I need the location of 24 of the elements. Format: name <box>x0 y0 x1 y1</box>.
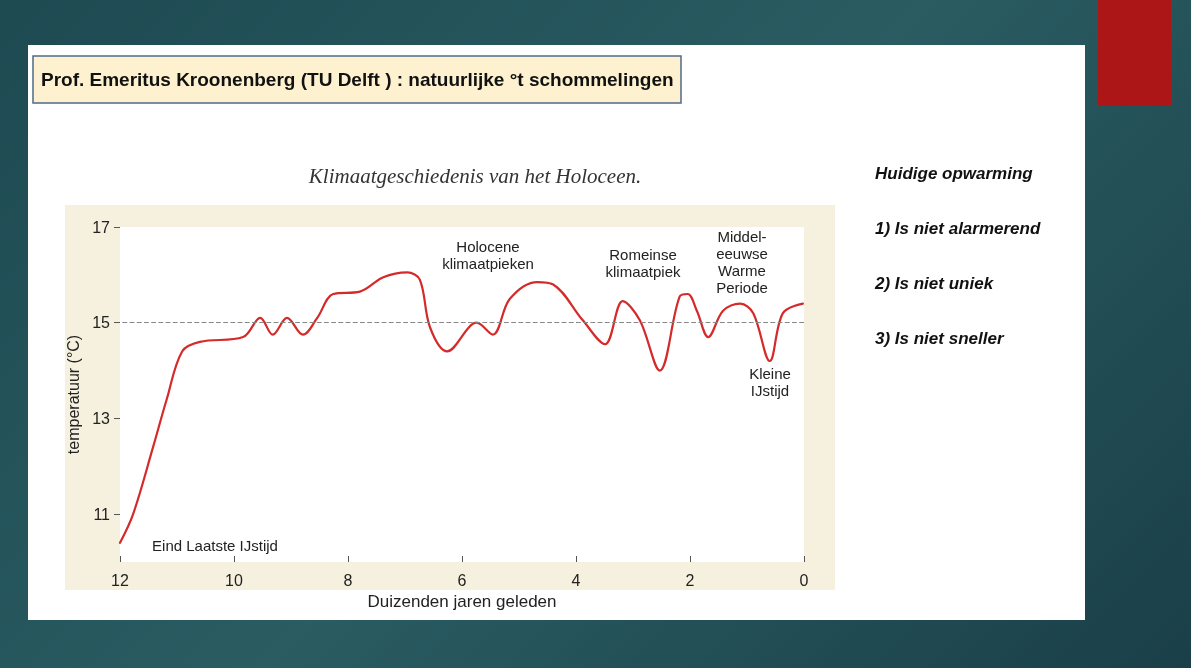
x-tick-label: 2 <box>685 571 695 589</box>
x-tick-label: 8 <box>343 571 353 589</box>
chart-title: Prof. Emeritus Kroonenberg (TU Delft ) : natuurlijke °t schommelingen <box>41 69 674 90</box>
y-tick-label: 17 <box>92 218 111 236</box>
x-tick-label: 4 <box>571 571 581 589</box>
y-tick-label: 15 <box>92 314 111 332</box>
y-tick-label: 13 <box>92 409 111 427</box>
text: 3) Is niet sneller <box>875 329 1005 348</box>
annotation: Middel- eeuwse Warme Periode <box>716 228 768 296</box>
annotation: Holocene klimaatpieken <box>442 238 534 272</box>
annotation: Kleine IJstijd <box>749 365 791 399</box>
annotation: Eind Laatste IJstijd <box>152 536 278 554</box>
x-tick-label: 12 <box>111 571 129 589</box>
annotation: Romeinse klimaatpiek <box>605 246 682 280</box>
text: Huidige opwarming <box>875 164 1034 183</box>
x-axis-title: Duizenden jaren geleden <box>367 591 557 611</box>
x-tick-label: 0 <box>799 571 809 589</box>
x-tick-label: 10 <box>225 571 243 589</box>
text: 2) Is niet uniek <box>874 274 995 293</box>
y-tick-label: 11 <box>93 505 111 523</box>
y-axis-title: temperatuur (°C) <box>64 334 82 455</box>
x-tick-label: 6 <box>457 571 467 589</box>
text: 1) Is niet alarmerend <box>875 219 1041 238</box>
chart-subtitle: Klimaatgeschiedenis van het Holoceen. <box>307 163 642 188</box>
